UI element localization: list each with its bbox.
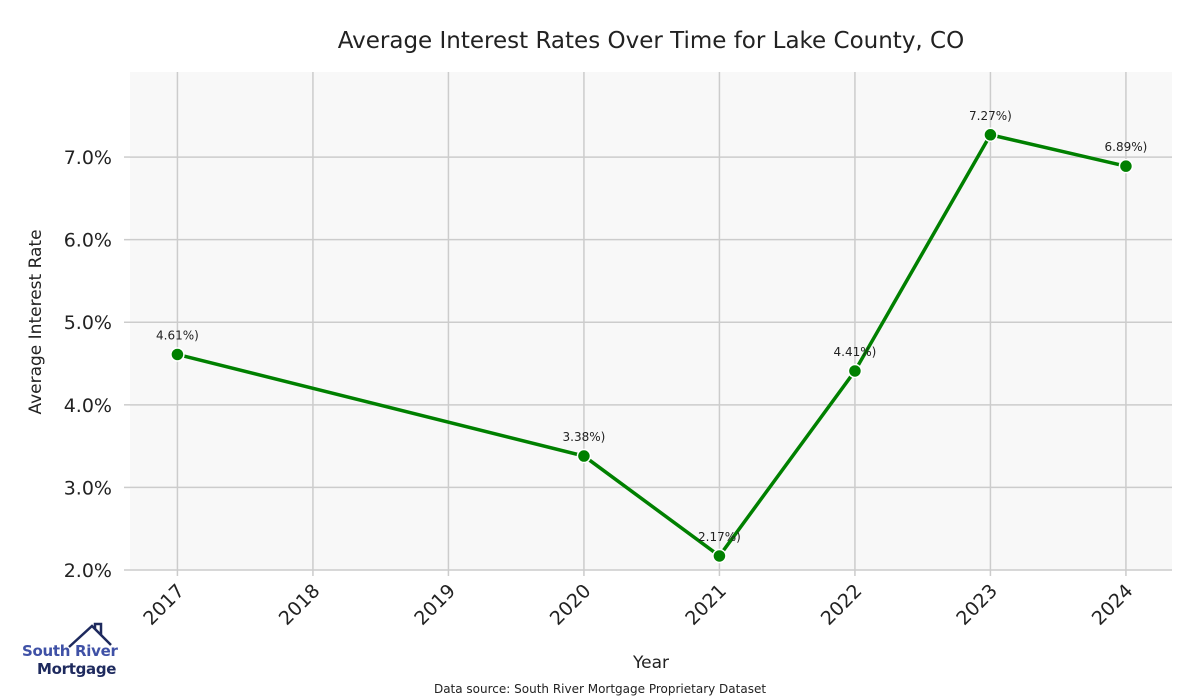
data-label: 2.17%) xyxy=(698,530,741,544)
y-tick-label: 7.0% xyxy=(64,147,112,169)
data-label: 4.61%) xyxy=(156,328,199,342)
x-tick-label: 2020 xyxy=(546,580,596,630)
x-tick-label: 2019 xyxy=(410,580,460,630)
y-tick-label: 4.0% xyxy=(64,395,112,417)
x-axis-label: Year xyxy=(632,653,669,673)
data-point xyxy=(983,127,998,143)
x-tick-label: 2023 xyxy=(952,580,1002,630)
data-label: 3.38%) xyxy=(563,430,606,444)
x-tick-label: 2024 xyxy=(1088,580,1138,630)
series-line xyxy=(177,132,1127,559)
data-label: 4.41%) xyxy=(834,345,877,359)
logo-house-icon xyxy=(68,622,112,648)
y-tick-label: 5.0% xyxy=(64,312,112,334)
data-label: 6.89%) xyxy=(1105,140,1148,154)
logo-line1: South River xyxy=(22,642,118,660)
y-tick-label: 6.0% xyxy=(64,230,112,252)
data-point xyxy=(170,347,185,362)
plot-background xyxy=(130,72,1172,570)
y-tick-label: 3.0% xyxy=(64,477,112,499)
data-point xyxy=(847,363,863,379)
x-tick-label: 2018 xyxy=(275,580,325,630)
y-axis-label: Average Interest Rate xyxy=(26,229,46,414)
data-point xyxy=(1118,158,1134,174)
data-label: 7.27%) xyxy=(969,109,1012,123)
x-tick-label: 2021 xyxy=(681,580,731,630)
data-source: Data source: South River Mortgage Propri… xyxy=(434,682,766,696)
logo-line2: Mortgage xyxy=(37,660,117,678)
data-point xyxy=(576,448,592,464)
chart-title: Average Interest Rates Over Time for Lak… xyxy=(338,28,964,54)
x-tick-label: 2017 xyxy=(139,580,189,630)
y-tick-label: 2.0% xyxy=(64,560,112,582)
data-point xyxy=(712,548,727,564)
x-tick-label: 2022 xyxy=(817,580,867,630)
